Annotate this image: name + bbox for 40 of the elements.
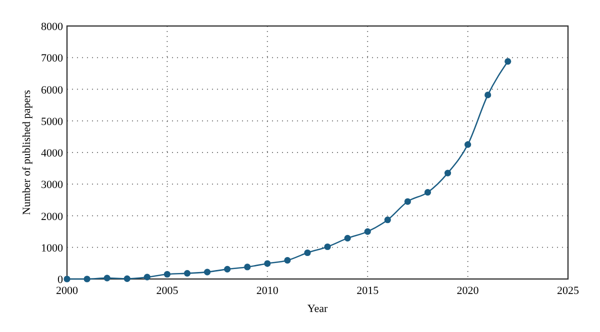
y-tick-label: 4000 [41,148,64,160]
point [144,274,150,280]
point [164,270,170,278]
point [364,228,371,235]
point [504,58,512,65]
y-tick-label: 6000 [41,84,64,96]
y-tick-label: 0 [58,274,64,286]
point [464,141,472,148]
point [444,170,452,176]
point [404,198,411,205]
point [484,92,492,98]
point [64,276,70,282]
point [224,266,231,272]
y-tick-label: 1000 [41,242,64,254]
x-axis-title: Year [307,303,328,315]
point [384,216,391,224]
point [244,264,251,270]
point [104,274,110,282]
point [424,189,432,196]
x-tick-label: 2020 [456,285,480,297]
x-tick-label: 2000 [56,285,78,297]
x-tick-label: 2015 [356,285,380,297]
x-tick-label: 2010 [256,285,279,297]
x-tick-label: 2025 [557,285,580,297]
x-tick-label: 2005 [156,285,179,297]
y-tick-label: 8000 [41,21,64,33]
point [124,275,130,282]
point [204,268,211,276]
y-tick-label: 5000 [41,116,64,128]
point [344,234,351,242]
point [304,249,311,256]
point [184,270,191,277]
y-tick-label: 2000 [41,210,64,223]
point [324,243,331,250]
point [284,257,291,264]
y-tick-label: 3000 [41,179,64,192]
point [264,260,271,267]
y-axis-title: Number of published papers [21,90,33,215]
point [84,276,90,282]
y-tick-label: 7000 [41,52,64,65]
